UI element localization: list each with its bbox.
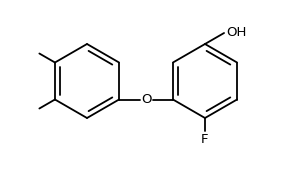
Text: O: O xyxy=(141,93,151,106)
Text: OH: OH xyxy=(226,27,246,39)
Text: F: F xyxy=(201,133,209,146)
